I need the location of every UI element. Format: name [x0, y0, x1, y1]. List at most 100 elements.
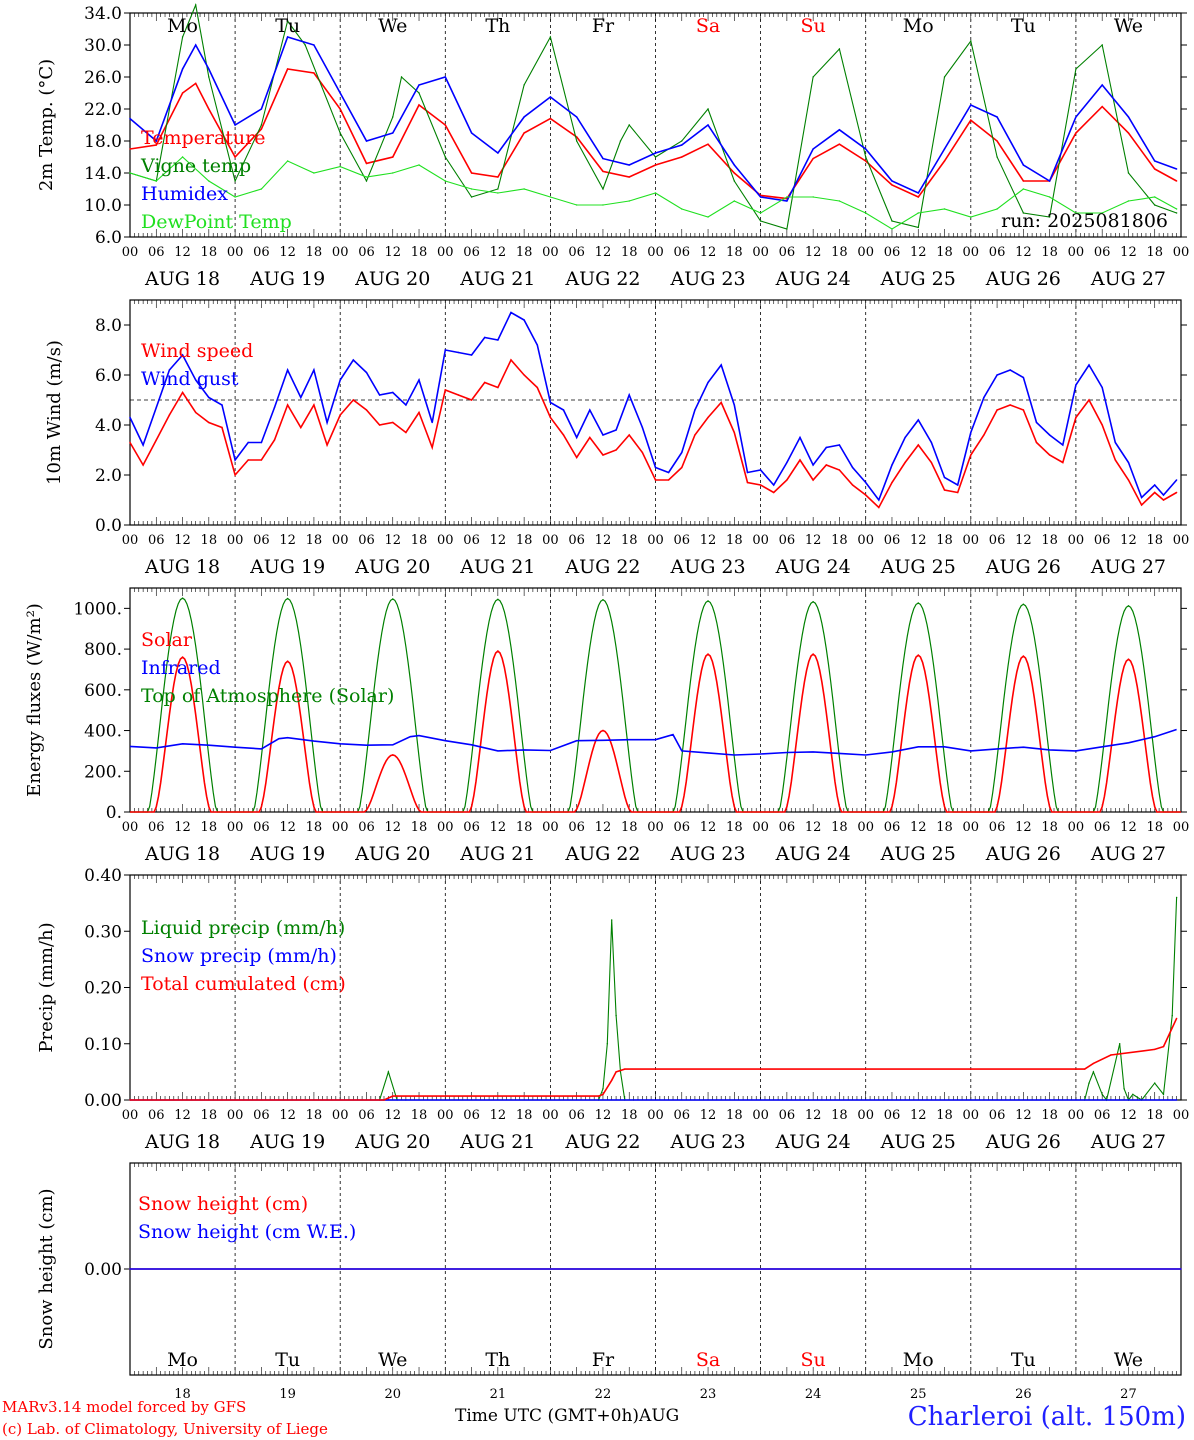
wind-speed-point	[418, 411, 420, 414]
wind-gust-point	[457, 351, 460, 354]
energy-date-label: AUG 22	[564, 843, 640, 865]
solar-peak-point	[497, 650, 499, 652]
snow-legend-label: Snow height (cm)	[138, 1193, 308, 1215]
precip-hour-label: 06	[674, 1108, 691, 1123]
wind-speed-point	[484, 381, 486, 384]
wind-gust-point	[1154, 484, 1156, 486]
humidex-point	[444, 76, 446, 78]
wind-speed-point	[602, 454, 604, 456]
humidex-point	[1127, 116, 1130, 118]
total-cumulated-cm-point	[392, 1095, 394, 1097]
wind-legend-label: Wind speed	[141, 340, 253, 362]
liquid-precip-mm-h-point	[1101, 1093, 1103, 1096]
wind-date-label: AUG 23	[669, 556, 745, 578]
wind-gust-point	[891, 464, 893, 466]
temperature-hour-label: 12	[279, 245, 296, 260]
wind-gust-point	[221, 404, 223, 406]
toa-peak-point	[707, 600, 709, 602]
wind-hour-label: 00	[332, 533, 349, 548]
temperature-hour-label: 06	[884, 245, 901, 260]
humidex-series	[129, 36, 1177, 202]
humidex-point	[943, 148, 946, 150]
wind-hour-label: 12	[384, 533, 401, 548]
temperature-point	[1175, 180, 1178, 182]
toa-peak-point	[1127, 605, 1130, 607]
temperature-date-label: AUG 20	[354, 268, 430, 290]
humidex-point	[208, 68, 210, 70]
vigne-temp-point	[392, 116, 394, 118]
dewpoint-temp-point	[996, 208, 998, 210]
vigne-temp-point	[891, 220, 893, 222]
temperature-hour-label: 18	[1041, 245, 1058, 260]
wind-gust-point	[418, 379, 420, 381]
wind-hour-label: 06	[1094, 533, 1111, 548]
wind-hour-label: 06	[884, 533, 901, 548]
dewpoint-temp-point	[838, 200, 841, 202]
wind-speed-point	[155, 439, 157, 441]
temperature-point	[497, 176, 499, 178]
wind-gust-point	[431, 421, 433, 424]
wind-speed-point	[1101, 424, 1103, 426]
temperature-hour-label: 18	[621, 245, 638, 260]
temperature-point	[1154, 168, 1156, 170]
temperature-legend-label: Temperature	[141, 127, 265, 149]
temperature-point	[628, 176, 630, 178]
temperature-hour-label: 18	[516, 245, 533, 260]
energy-hour-label: 18	[516, 820, 533, 835]
dewpoint-temp-point	[865, 212, 867, 214]
wind-speed-point	[733, 431, 736, 434]
wind-gust-point	[825, 446, 827, 449]
temp-day-abbr: Sa	[696, 15, 720, 37]
wind-speed-point	[129, 441, 131, 444]
energy-date-label: AUG 24	[775, 843, 851, 865]
vigne-temp-point	[812, 76, 814, 78]
wind-gust-point	[155, 406, 157, 409]
temperature-point	[1022, 180, 1025, 182]
precip-y-tick-label: 0.10	[84, 1035, 122, 1055]
temp-day-abbr: Th	[485, 15, 510, 37]
dewpoint-temp-point	[286, 160, 289, 162]
humidex-point	[155, 140, 157, 142]
dewpoint-temp-point	[208, 180, 210, 182]
temp-day-abbr: Tu	[275, 15, 300, 37]
wind-speed-point	[234, 474, 236, 476]
wind-gust-point	[694, 409, 696, 411]
temperature-point	[1127, 132, 1130, 134]
wind-gust-point	[286, 369, 289, 371]
temperature-hour-label: 00	[647, 245, 664, 260]
precip-hour-label: 06	[568, 1108, 585, 1123]
temperature-date-label: AUG 18	[144, 268, 220, 290]
total-cumulated-cm-point	[1083, 1068, 1086, 1070]
energy-hour-label: 00	[227, 820, 244, 835]
temperature-point	[1101, 105, 1103, 108]
temperature-legend-label: DewPoint Temp	[141, 211, 292, 233]
temperature-point	[891, 184, 893, 186]
wind-gust-point	[181, 354, 184, 356]
precip-hour-label: 12	[1120, 1108, 1137, 1123]
wind-y-axis-label: 10m Wind (m/s)	[44, 340, 65, 485]
wind-hour-label: 18	[831, 533, 848, 548]
precip-hour-label: 00	[332, 1108, 349, 1123]
temperature-hour-label: 06	[463, 245, 480, 260]
temperature-hour-label: 06	[1094, 245, 1111, 260]
dewpoint-temp-point	[260, 188, 263, 190]
wind-hour-label: 06	[568, 533, 585, 548]
temp-day-abbr: We	[1114, 15, 1143, 37]
total-cumulated-cm-point	[129, 1099, 131, 1101]
precip-hour-label: 06	[779, 1108, 796, 1123]
energy-hour-label: 06	[884, 820, 901, 835]
wind-speed-point	[773, 491, 775, 494]
energy-hour-label: 18	[621, 820, 638, 835]
temperature-point	[234, 156, 236, 158]
temperature-date-label: AUG 19	[249, 268, 325, 290]
temperature-point	[733, 172, 736, 174]
dewpoint-temp-point	[943, 208, 946, 210]
wind-speed-point	[628, 434, 630, 436]
wind-gust-point	[970, 431, 972, 434]
temperature-hour-label: 18	[306, 245, 323, 260]
wind-gust-point	[628, 394, 630, 396]
precip-hour-label: 12	[174, 1108, 191, 1123]
temperature-point	[523, 132, 525, 134]
vigne-temp-point	[444, 156, 446, 158]
